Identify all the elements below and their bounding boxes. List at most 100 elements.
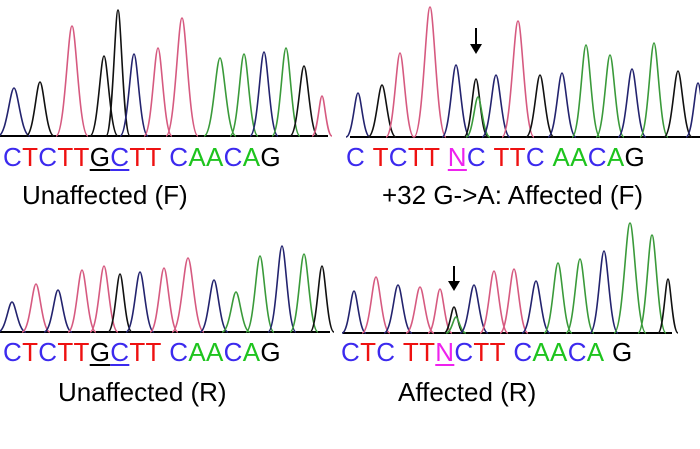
trace-peak [107,273,133,333]
trace-peak [617,68,647,138]
base-call: T [145,337,162,367]
base-gap [506,337,514,367]
trace-peak [271,47,301,137]
trace-peak [427,288,453,334]
base-call: A [205,337,224,367]
base-call: T [22,142,39,172]
base-call: A [586,337,605,367]
trace-peak [165,17,199,137]
down-arrow-icon [448,266,460,291]
trace-peak [311,95,333,137]
trace-peak [571,44,601,138]
base-call: C [3,142,23,172]
trace-peak [595,54,625,138]
trace-peak [245,255,275,333]
base-call: C [567,337,587,367]
caption-bottom-right: Affected (R) [398,377,537,407]
trace-peak [367,84,397,138]
base-call: T [360,337,377,367]
base-gap [162,142,170,172]
base-call: C [110,142,130,172]
base-call: T [407,142,425,172]
trace-peak [289,65,319,137]
down-arrow-icon [470,28,482,54]
trace-peak [267,245,297,333]
base-call: T [509,142,526,172]
base-call: T [145,142,162,172]
base-call: C [341,337,361,367]
trace-peak [67,269,97,333]
base-call: C [110,337,130,367]
base-gap [162,337,170,367]
base-call: T [473,337,490,367]
trace-peak [229,53,259,137]
base-call: C [513,337,533,367]
base-call: T [57,142,74,172]
trace-peak [221,291,251,333]
base-call: A [552,142,571,172]
trace-peak [25,81,55,137]
trace-peak [383,284,413,334]
base-call: C [38,142,58,172]
trace-peak [441,64,471,138]
trace-peak [203,57,237,137]
trace-peak [521,280,551,334]
base-call: A [532,337,551,367]
base-gap [440,142,448,172]
trace-peak [361,276,391,334]
trace-peak [199,279,229,333]
base-call: T [57,337,74,367]
trace-peak [459,284,489,334]
trace-peak [565,258,595,334]
trace-peak [149,267,179,333]
base-call: C [454,337,474,367]
base-call: N [447,142,467,172]
base-call: C [169,142,189,172]
base-call: A [205,142,224,172]
trace-peak [0,301,27,333]
sequence-top-right: C TCTT NC TTC AACAG [346,142,645,172]
base-call: T [372,142,389,172]
trace-peak [589,250,619,334]
trace-peak [481,74,511,138]
trace-peak [501,20,535,138]
trace-peak [55,25,89,137]
base-gap [395,337,403,367]
trace-layer [0,6,700,334]
base-gap [545,142,553,172]
trace-peak [443,306,465,334]
base-call: C [388,142,408,172]
trace-peak [465,96,491,138]
base-call: G [89,337,111,367]
caption-top-right: +32 G->A: Affected (F) [382,180,644,210]
trace-peak [385,52,415,138]
base-call: G [89,142,111,172]
base-call: T [493,142,510,172]
trace-peak [657,278,679,334]
trace-peak [119,53,149,137]
trace-peak [341,290,367,334]
base-call: G [260,337,281,367]
trace-peak [89,265,119,333]
trace-peak [0,87,31,137]
base-call: T [129,142,146,172]
base-call: C [466,142,486,172]
base-call: T [402,337,420,367]
sequence-bottom-left: CTCTTGCTT CAACAG [3,337,281,367]
trace-peak [413,6,447,138]
base-call: A [570,142,588,172]
trace-peak [639,42,669,138]
trace-peak [345,92,371,138]
trace-peak [405,286,435,334]
base-call: C [169,337,189,367]
base-call: T [419,337,436,367]
base-gap [365,142,373,172]
base-call: T [22,337,39,367]
trace-peak [249,51,279,137]
base-call: T [73,337,90,367]
base-call: G [260,142,281,172]
base-call: C [38,337,58,367]
sequence-top-left: CTCTTGCTT CAACAG [3,142,281,172]
trace-peak [663,70,693,138]
